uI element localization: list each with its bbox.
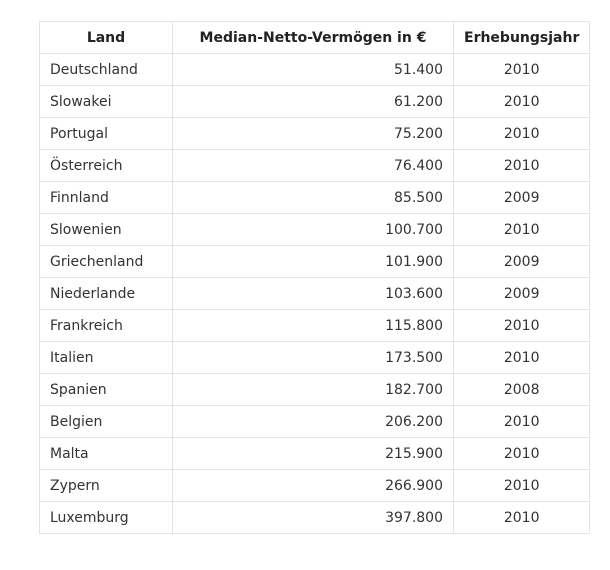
cell-median-wealth: 115.800 — [172, 309, 454, 342]
cell-land: Malta — [39, 437, 173, 470]
cell-median-wealth: 397.800 — [172, 501, 454, 534]
cell-land: Belgien — [39, 405, 173, 438]
cell-land: Österreich — [39, 149, 173, 182]
table-row: Griechenland 101.900 2009 — [39, 245, 591, 278]
cell-survey-year: 2010 — [452, 469, 591, 502]
cell-median-wealth: 182.700 — [172, 373, 454, 406]
cell-land: Luxemburg — [39, 501, 173, 534]
cell-median-wealth: 76.400 — [172, 149, 454, 182]
table-row: Italien 173.500 2010 — [39, 341, 591, 374]
cell-land: Slowenien — [39, 213, 173, 246]
table-row: Luxemburg 397.800 2010 — [39, 501, 591, 534]
cell-median-wealth: 75.200 — [172, 117, 454, 150]
cell-survey-year: 2010 — [452, 149, 591, 182]
cell-survey-year: 2010 — [452, 437, 591, 470]
table-row: Niederlande 103.600 2009 — [39, 277, 591, 310]
table-row: Deutschland 51.400 2010 — [39, 53, 591, 86]
cell-survey-year: 2010 — [452, 405, 591, 438]
table-row: Slowenien 100.700 2010 — [39, 213, 591, 246]
cell-survey-year: 2010 — [452, 117, 591, 150]
cell-survey-year: 2010 — [452, 85, 591, 118]
table-row: Belgien 206.200 2010 — [39, 405, 591, 438]
table-body: Deutschland 51.400 2010 Slowakei 61.200 2010 P… — [39, 53, 591, 534]
cell-survey-year: 2009 — [452, 181, 591, 214]
wealth-table: Land Median-Netto-Vermögen in € Erhebung… — [39, 21, 591, 534]
cell-median-wealth: 51.400 — [172, 53, 454, 86]
cell-survey-year: 2008 — [452, 373, 591, 406]
cell-survey-year: 2009 — [452, 245, 591, 278]
cell-land: Finnland — [39, 181, 173, 214]
cell-land: Slowakei — [39, 85, 173, 118]
cell-land: Frankreich — [39, 309, 173, 342]
cell-survey-year: 2009 — [452, 277, 591, 310]
cell-median-wealth: 61.200 — [172, 85, 454, 118]
header-row: Land Median-Netto-Vermögen in € Erhebung… — [39, 21, 591, 54]
cell-land: Deutschland — [39, 53, 173, 86]
cell-survey-year: 2010 — [452, 53, 591, 86]
cell-land: Portugal — [39, 117, 173, 150]
table-row: Spanien 182.700 2008 — [39, 373, 591, 406]
cell-land: Zypern — [39, 469, 173, 502]
cell-median-wealth: 266.900 — [172, 469, 454, 502]
table-row: Zypern 266.900 2010 — [39, 469, 591, 502]
cell-median-wealth: 173.500 — [172, 341, 454, 374]
table-header: Land Median-Netto-Vermögen in € Erhebung… — [39, 21, 591, 54]
cell-survey-year: 2010 — [452, 341, 591, 374]
cell-land: Griechenland — [39, 245, 173, 278]
cell-median-wealth: 85.500 — [172, 181, 454, 214]
table-row: Slowakei 61.200 2010 — [39, 85, 591, 118]
table-row: Malta 215.900 2010 — [39, 437, 591, 470]
table-row: Österreich 76.400 2010 — [39, 149, 591, 182]
table-row: Portugal 75.200 2010 — [39, 117, 591, 150]
cell-land: Spanien — [39, 373, 173, 406]
table-row: Finnland 85.500 2009 — [39, 181, 591, 214]
table-row: Frankreich 115.800 2010 — [39, 309, 591, 342]
header-land: Land — [39, 21, 173, 54]
cell-survey-year: 2010 — [452, 501, 591, 534]
cell-survey-year: 2010 — [452, 213, 591, 246]
header-median-wealth: Median-Netto-Vermögen in € — [172, 21, 454, 54]
cell-land: Italien — [39, 341, 173, 374]
cell-median-wealth: 215.900 — [172, 437, 454, 470]
cell-median-wealth: 103.600 — [172, 277, 454, 310]
header-survey-year: Erhebungsjahr — [452, 21, 591, 54]
cell-survey-year: 2010 — [452, 309, 591, 342]
cell-median-wealth: 206.200 — [172, 405, 454, 438]
cell-land: Niederlande — [39, 277, 173, 310]
cell-median-wealth: 101.900 — [172, 245, 454, 278]
cell-median-wealth: 100.700 — [172, 213, 454, 246]
